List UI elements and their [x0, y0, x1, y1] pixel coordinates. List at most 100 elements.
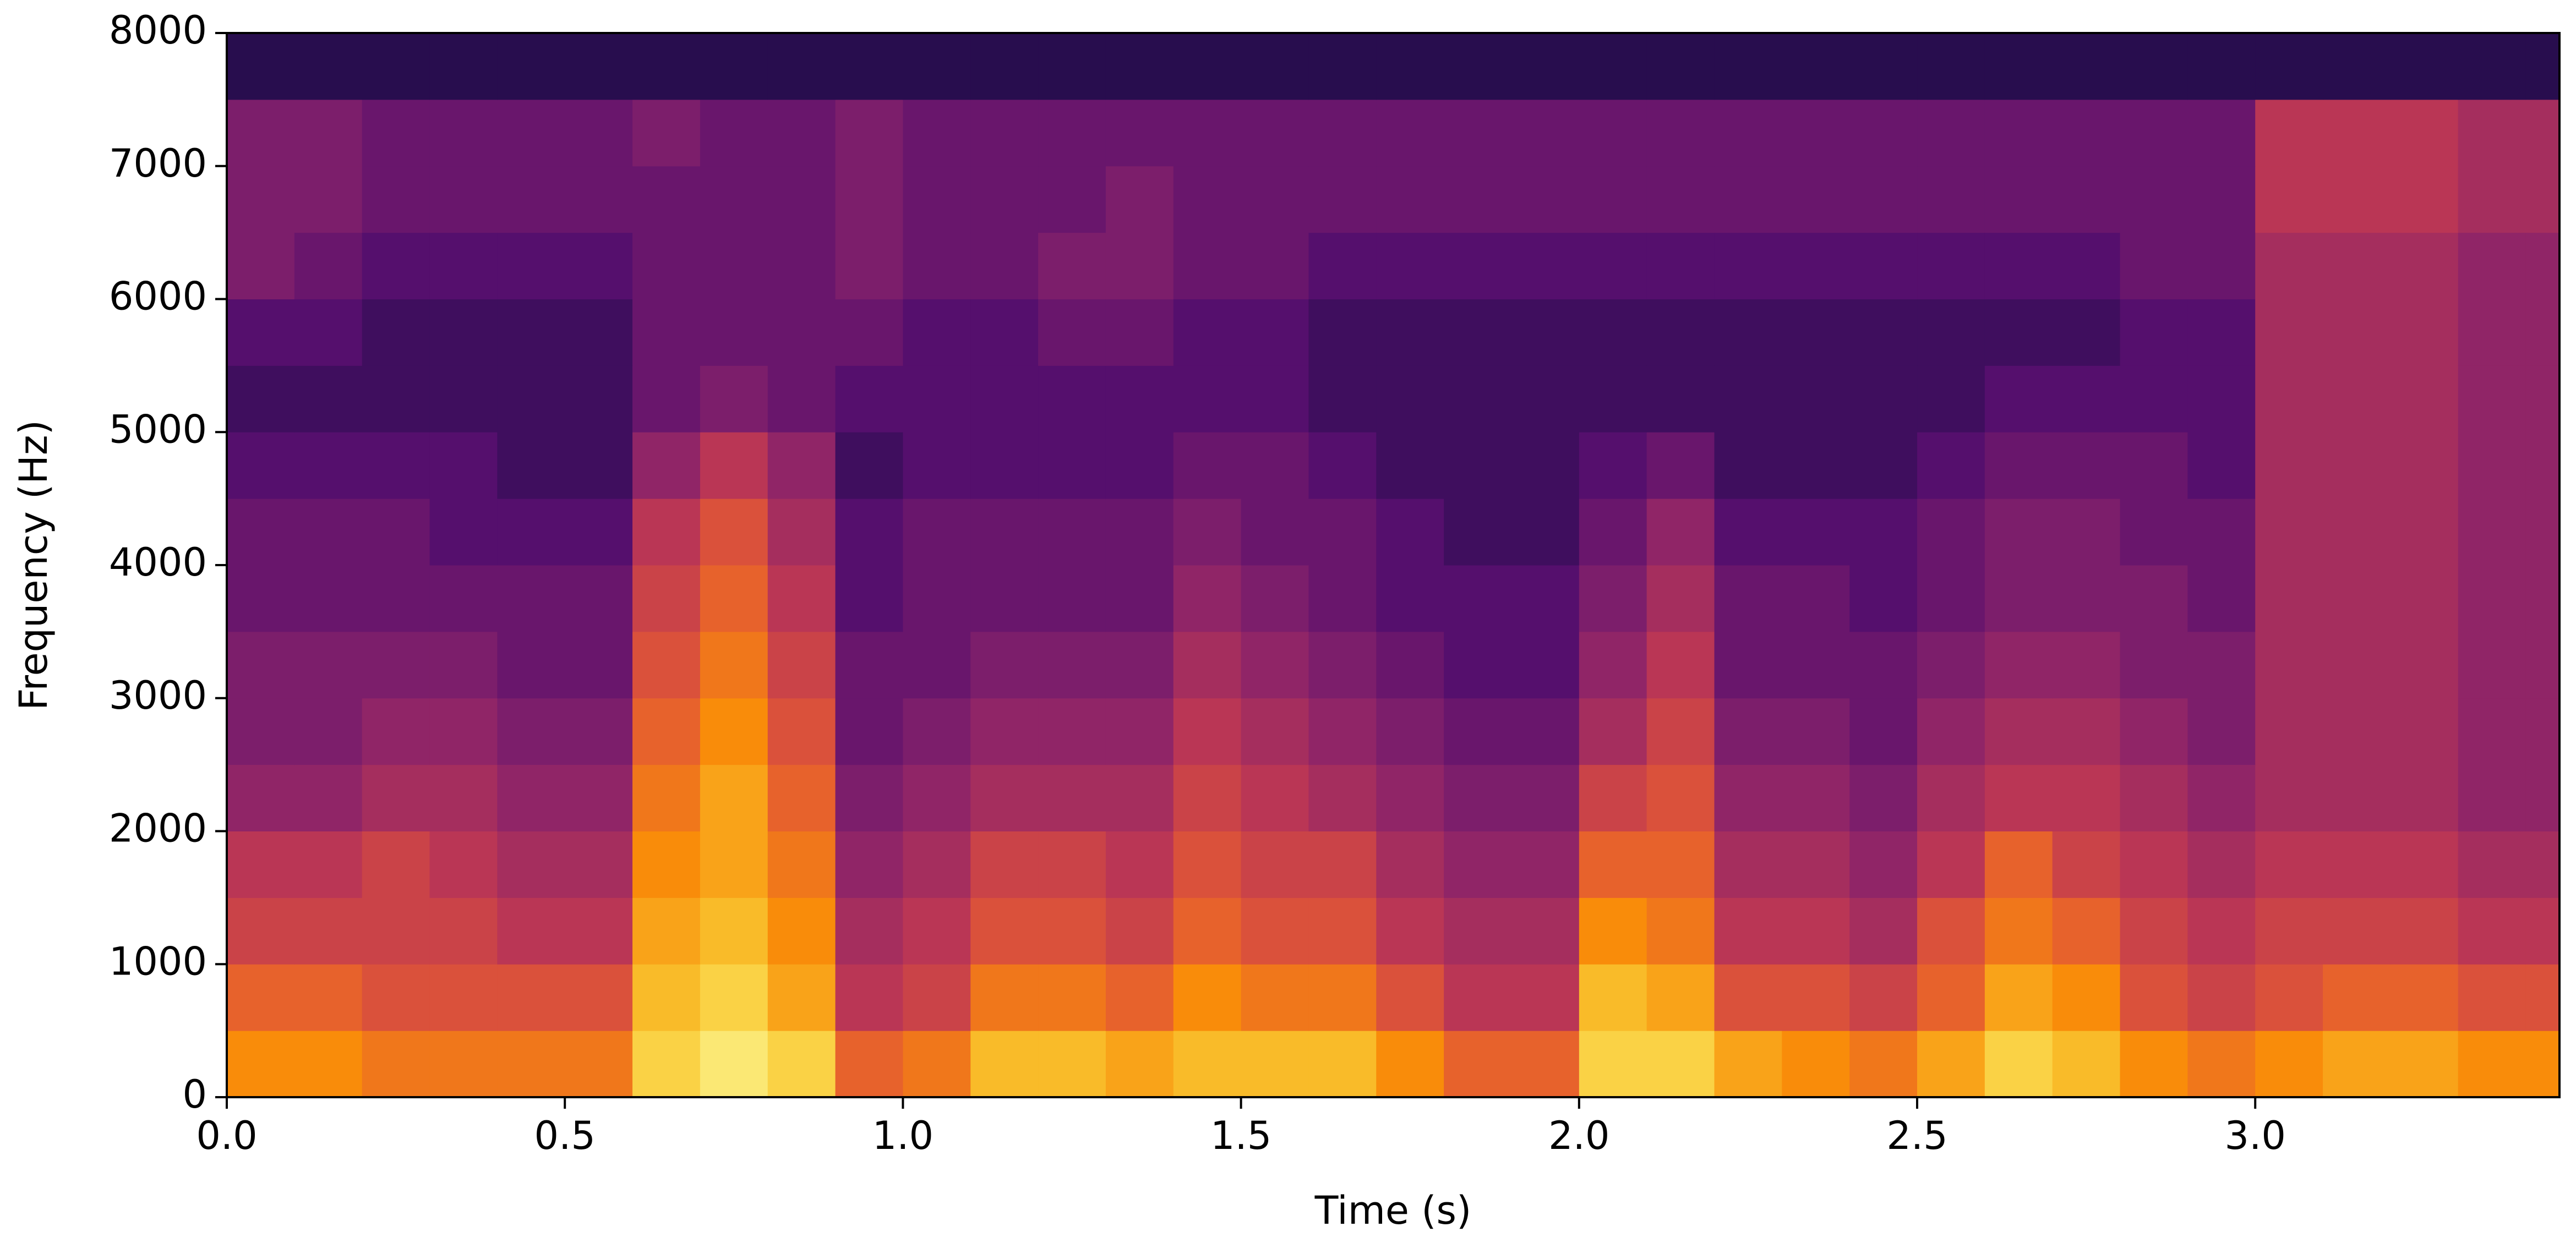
spectrogram-cell — [362, 565, 430, 632]
spectrogram-cell — [970, 232, 1039, 299]
spectrogram-cell — [1782, 1031, 1850, 1098]
spectrogram-cell — [1105, 365, 1174, 432]
spectrogram-cell — [632, 698, 701, 765]
spectrogram-cell — [227, 232, 295, 299]
spectrogram-cell — [1376, 897, 1444, 965]
spectrogram-cell — [1173, 432, 1242, 499]
spectrogram-cell — [1849, 964, 1918, 1031]
spectrogram-cell — [970, 299, 1039, 366]
spectrogram-cell — [429, 499, 498, 566]
spectrogram-cell — [1173, 565, 1242, 632]
spectrogram-cell — [1173, 299, 1242, 366]
spectrogram-cell — [2255, 99, 2323, 167]
spectrogram-cell — [903, 565, 971, 632]
spectrogram-cell — [1038, 1031, 1106, 1098]
spectrogram-cell — [1038, 831, 1106, 898]
spectrogram-cell — [970, 432, 1039, 499]
spectrogram-cell — [1579, 631, 1647, 699]
spectrogram-cell — [835, 99, 903, 167]
spectrogram-cell — [294, 631, 363, 699]
spectrogram-cell — [2052, 299, 2121, 366]
y-tick-label: 1000 — [109, 939, 207, 984]
spectrogram-cell — [700, 166, 768, 233]
spectrogram-cell — [632, 831, 701, 898]
spectrogram-cell — [1849, 764, 1918, 831]
spectrogram-cell — [1782, 232, 1850, 299]
spectrogram-cell — [2120, 831, 2188, 898]
spectrogram-cell — [1308, 698, 1377, 765]
spectrogram-cell — [767, 698, 836, 765]
spectrogram-cell — [2525, 232, 2560, 299]
spectrogram-cell — [2390, 299, 2459, 366]
spectrogram-cell — [429, 299, 498, 366]
spectrogram-cell — [1105, 232, 1174, 299]
spectrogram-cell — [632, 1031, 701, 1098]
spectrogram-cell — [2120, 964, 2188, 1031]
spectrogram-cell — [1511, 631, 1580, 699]
spectrogram-cell — [1444, 698, 1512, 765]
spectrogram-cell — [429, 897, 498, 965]
spectrogram-cell — [362, 897, 430, 965]
spectrogram-cell — [2458, 1031, 2526, 1098]
spectrogram-cell — [632, 964, 701, 1031]
spectrogram-cell — [1173, 365, 1242, 432]
spectrogram-cell — [2458, 698, 2526, 765]
spectrogram-cell — [1579, 1031, 1647, 1098]
spectrogram-cell — [2255, 565, 2323, 632]
spectrogram-cell — [1984, 831, 2053, 898]
spectrogram-cell — [2323, 99, 2391, 167]
spectrogram-cell — [1984, 365, 2053, 432]
spectrogram-cell — [1579, 499, 1647, 566]
spectrogram-cell — [1849, 831, 1918, 898]
spectrogram-cell — [294, 299, 363, 366]
spectrogram-cell — [767, 33, 836, 100]
spectrogram-cell — [903, 631, 971, 699]
spectrogram-cell — [767, 631, 836, 699]
spectrogram-cell — [429, 166, 498, 233]
spectrogram-cell — [2052, 33, 2121, 100]
spectrogram-cell — [2255, 299, 2323, 366]
spectrogram-cell — [1241, 964, 1309, 1031]
spectrogram-cell — [1511, 565, 1580, 632]
spectrogram-cell — [1782, 432, 1850, 499]
spectrogram-cell — [1444, 631, 1512, 699]
spectrogram-cell — [700, 499, 768, 566]
spectrogram-cell — [1579, 33, 1647, 100]
spectrogram-cell — [700, 764, 768, 831]
spectrogram-cell — [1511, 99, 1580, 167]
spectrogram-cell — [1917, 299, 1985, 366]
spectrogram-cell — [227, 964, 295, 1031]
spectrogram-cell — [632, 166, 701, 233]
spectrogram-cell — [1849, 299, 1918, 366]
spectrogram-cell — [2525, 432, 2560, 499]
spectrogram-cell — [767, 299, 836, 366]
spectrogram-cell — [1038, 631, 1106, 699]
spectrogram-cell — [1376, 565, 1444, 632]
spectrogram-cell — [1308, 232, 1377, 299]
spectrogram-cell — [2390, 631, 2459, 699]
spectrogram-cell — [2458, 166, 2526, 233]
spectrogram-cell — [1849, 166, 1918, 233]
spectrogram-cell — [835, 897, 903, 965]
spectrogram-cell — [1714, 565, 1782, 632]
spectrogram-cell — [2052, 897, 2121, 965]
spectrogram-cell — [429, 565, 498, 632]
spectrogram-cell — [2458, 565, 2526, 632]
spectrogram-cell — [1376, 99, 1444, 167]
spectrogram-cell — [1646, 631, 1715, 699]
y-tick-label: 6000 — [109, 274, 207, 319]
spectrogram-cell — [1984, 33, 2053, 100]
spectrogram-cell — [429, 232, 498, 299]
spectrogram-cell — [1105, 432, 1174, 499]
spectrogram-cell — [2187, 1031, 2256, 1098]
spectrogram-cell — [903, 897, 971, 965]
spectrogram-cell — [2525, 897, 2560, 965]
spectrogram-cell — [1105, 99, 1174, 167]
spectrogram-cell — [903, 232, 971, 299]
spectrogram-cell — [1511, 499, 1580, 566]
spectrogram-cell — [1444, 1031, 1512, 1098]
spectrogram-cell — [1308, 631, 1377, 699]
spectrogram-cell — [970, 499, 1039, 566]
spectrogram-cell — [1511, 964, 1580, 1031]
spectrogram-cell — [2390, 499, 2459, 566]
